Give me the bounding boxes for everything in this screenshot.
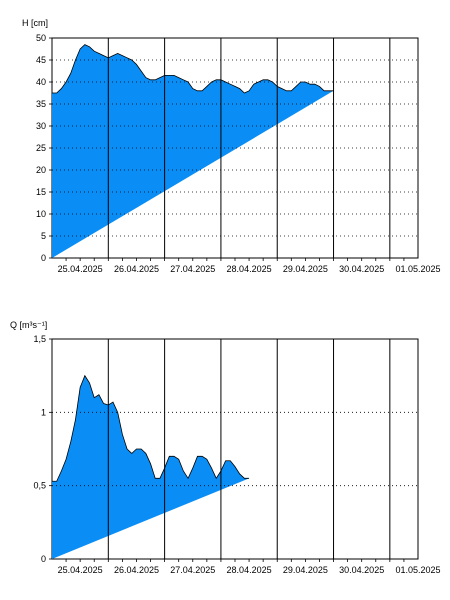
water-level-y-tick-label: 30 xyxy=(36,121,46,131)
water-level-x-tick-label: 25.04.2025 xyxy=(58,264,103,274)
water-level-y-tick-label: 10 xyxy=(36,209,46,219)
water-level-x-tick-label: 26.04.2025 xyxy=(114,264,159,274)
discharge-x-tick-label: 30.04.2025 xyxy=(339,565,384,575)
discharge-x-tick-label: 26.04.2025 xyxy=(114,565,159,575)
water-level-y-tick-label: 50 xyxy=(36,33,46,43)
discharge-x-tick-label: 01.05.2025 xyxy=(395,565,440,575)
water-level-x-tick-label: 29.04.2025 xyxy=(283,264,328,274)
water-level-x-tick-label: 27.04.2025 xyxy=(170,264,215,274)
discharge-x-tick-label: 25.04.2025 xyxy=(58,565,103,575)
discharge-axis-label: Q [m³s⁻¹] xyxy=(10,320,47,330)
water-level-area xyxy=(52,44,334,258)
discharge-x-tick-label: 27.04.2025 xyxy=(170,565,215,575)
water-level-y-tick-label: 40 xyxy=(36,77,46,87)
discharge-y-tick-label: 0 xyxy=(41,554,46,564)
discharge-y-tick-label: 1,5 xyxy=(33,334,46,344)
discharge-series-line xyxy=(52,374,250,482)
water-level-x-tick-label: 01.05.2025 xyxy=(395,264,440,274)
water-level-y-tick-label: 0 xyxy=(41,253,46,263)
water-level-y-tick-label: 25 xyxy=(36,143,46,153)
water-level-y-tick-label: 15 xyxy=(36,187,46,197)
water-level-series-line xyxy=(52,44,334,94)
water-level-x-tick-label: 30.04.2025 xyxy=(339,264,384,274)
water-level-y-tick-label: 35 xyxy=(36,99,46,109)
water-level-axis-label: H [cm] xyxy=(22,18,48,28)
discharge-y-tick-label: 1 xyxy=(41,407,46,417)
water-level-y-tick-label: 45 xyxy=(36,55,46,65)
discharge-x-tick-label: 29.04.2025 xyxy=(283,565,328,575)
discharge-area xyxy=(52,375,250,559)
water-level-x-tick-label: 28.04.2025 xyxy=(227,264,272,274)
discharge-chart: Q [m³s⁻¹] 0 0,5 1 1,5 25.04.2025 26.04.2025 27… xyxy=(10,320,441,575)
water-level-y-tick-label: 20 xyxy=(36,165,46,175)
discharge-x-tick-label: 28.04.2025 xyxy=(227,565,272,575)
water-level-y-tick-label: 5 xyxy=(41,231,46,241)
discharge-y-tick-label: 0,5 xyxy=(33,481,46,491)
water-level-chart: H [cm] 0 5 10 15 20 25 30 35 40 45 50 25.04.2025 26.… xyxy=(22,18,441,274)
